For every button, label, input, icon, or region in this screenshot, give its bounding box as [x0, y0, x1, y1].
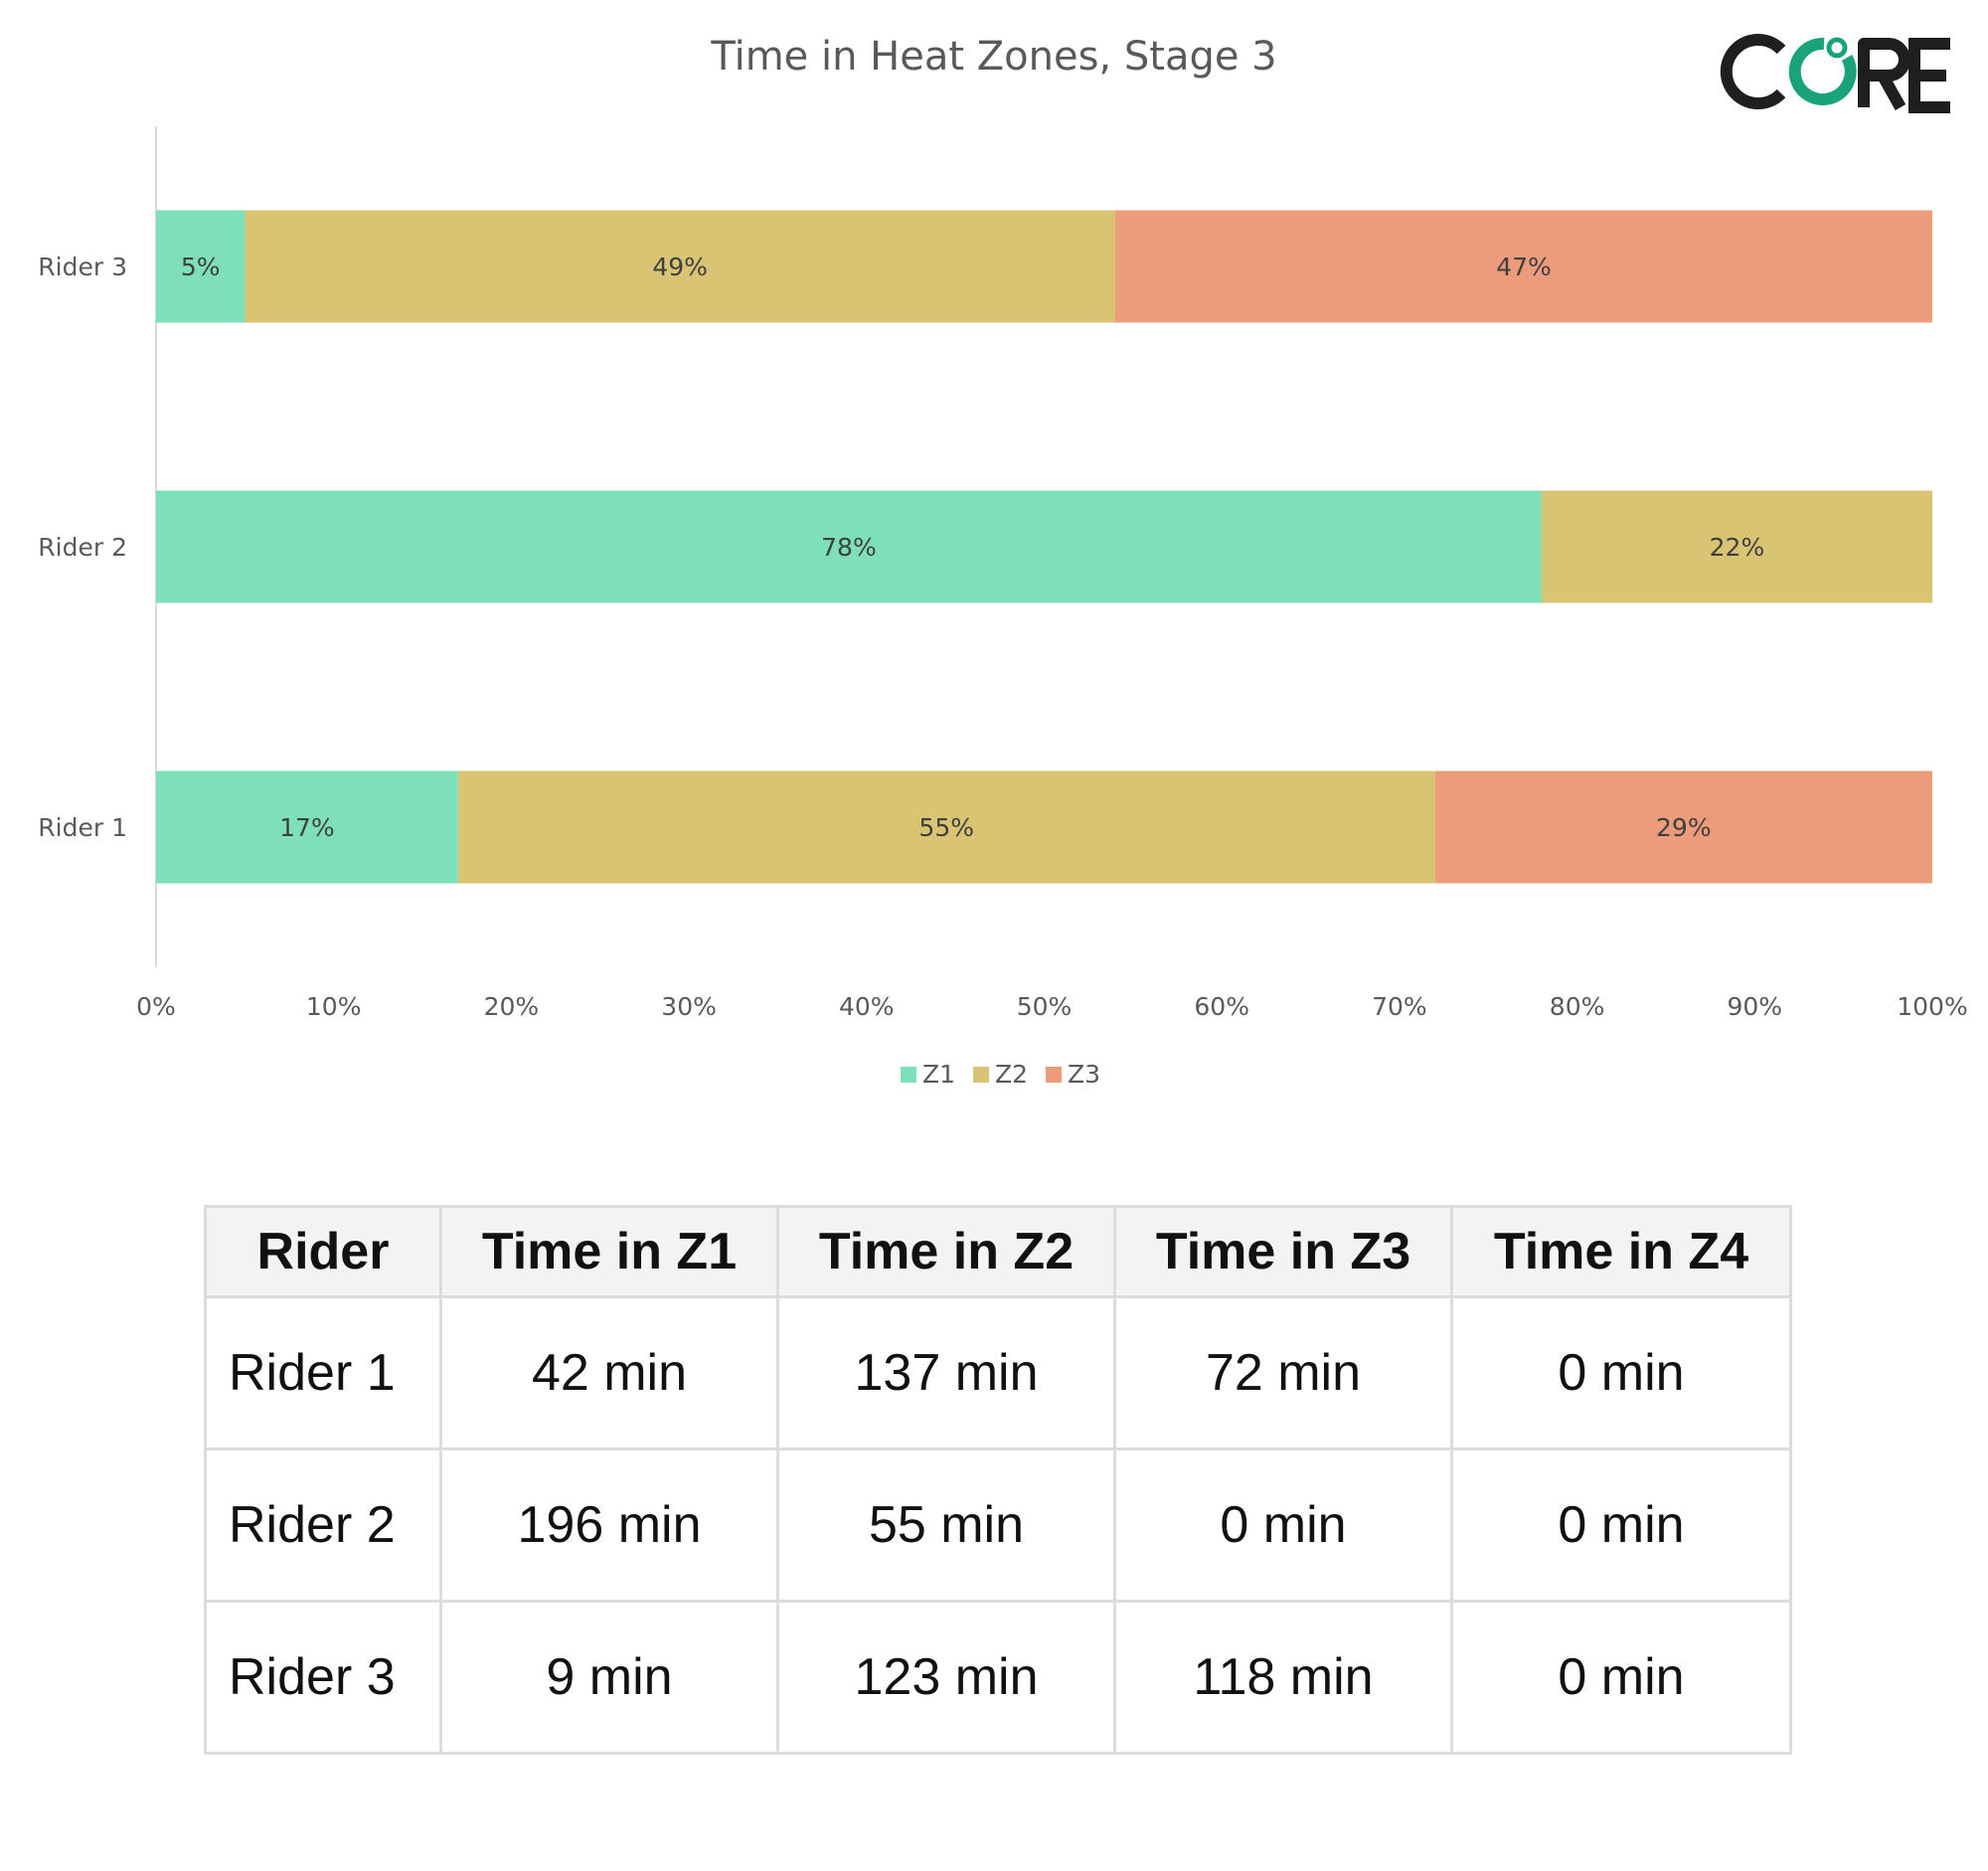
legend-swatch-z2: [973, 1067, 989, 1083]
z4-cell: 0 min: [1450, 1600, 1792, 1755]
table-row: Rider 1 42 min 137 min 72 min 0 min: [204, 1295, 1792, 1450]
x-tick-label: 70%: [1372, 992, 1427, 1021]
data-label: 29%: [1656, 813, 1712, 842]
x-tick-label: 20%: [484, 992, 540, 1021]
stacked-bar-chart: Time in Heat Zones, Stage 3 17% 55% 29% 78%…: [38, 34, 1968, 1089]
bar-segment-z1: [156, 770, 458, 884]
z1-cell: 196 min: [439, 1447, 779, 1603]
category-label: Rider 3: [38, 253, 127, 281]
legend-label: Z1: [922, 1060, 955, 1089]
bars-layer: 17% 55% 29% 78% 22% 5% 49% 47%: [156, 210, 1932, 884]
chart-title: Time in Heat Zones, Stage 3: [710, 34, 1276, 80]
x-tick-label: 0%: [136, 992, 176, 1021]
bar-segment-z1: [156, 490, 1542, 603]
data-label: 47%: [1496, 253, 1552, 281]
rider-name-cell: Rider 2: [204, 1447, 442, 1603]
x-tick-label: 30%: [661, 992, 717, 1021]
z3-cell: 118 min: [1113, 1600, 1453, 1755]
rider-name-cell: Rider 3: [204, 1600, 442, 1755]
bar-segment-z3: [1434, 770, 1932, 884]
x-tick-label: 40%: [839, 992, 895, 1021]
category-label: Rider 1: [38, 813, 127, 842]
legend-label: Z3: [1068, 1060, 1100, 1089]
x-tick-label: 10%: [306, 992, 362, 1021]
z2-cell: 137 min: [776, 1295, 1116, 1450]
bar-segment-z1: [156, 210, 246, 323]
bar-segment-z3: [1114, 210, 1932, 323]
z2-cell: 123 min: [776, 1600, 1116, 1755]
data-label: 17%: [279, 813, 335, 842]
value-axis: 0% 10% 20% 30% 40% 50% 60% 70% 80% 90% 100%: [136, 992, 1968, 1021]
data-label: 49%: [652, 253, 708, 281]
z1-cell: 42 min: [439, 1295, 779, 1450]
time-in-zones-table: Rider Time in Z1 Time in Z2 Time in Z3 T…: [204, 1205, 1792, 1755]
table-row: Rider 2 196 min 55 min 0 min 0 min: [204, 1447, 1792, 1603]
core-logo: [1720, 34, 1950, 113]
z2-cell: 55 min: [776, 1447, 1116, 1603]
bar-segment-z2: [457, 770, 1435, 884]
data-label: 5%: [181, 253, 221, 281]
table-header-row: Rider Time in Z1 Time in Z2 Time in Z3 T…: [204, 1205, 1792, 1298]
x-tick-label: 80%: [1550, 992, 1605, 1021]
legend-swatch-z3: [1046, 1067, 1062, 1083]
header-time-z2: Time in Z2: [776, 1205, 1116, 1298]
x-tick-label: 60%: [1194, 992, 1249, 1021]
z3-cell: 0 min: [1113, 1447, 1453, 1603]
bar-segment-z2: [1541, 490, 1932, 603]
z4-cell: 0 min: [1450, 1447, 1792, 1603]
x-tick-label: 90%: [1728, 992, 1783, 1021]
table-row: Rider 3 9 min 123 min 118 min 0 min: [204, 1600, 1792, 1755]
data-label: 55%: [918, 813, 974, 842]
z1-cell: 9 min: [439, 1600, 779, 1755]
category-axis: Rider 1 Rider 2 Rider 3: [38, 253, 127, 842]
x-tick-label: 100%: [1897, 992, 1967, 1021]
x-tick-label: 50%: [1017, 992, 1073, 1021]
data-label: 78%: [821, 533, 877, 562]
rider-name-cell: Rider 1: [204, 1295, 442, 1450]
header-rider: Rider: [204, 1205, 442, 1298]
header-time-z4: Time in Z4: [1450, 1205, 1792, 1298]
category-label: Rider 2: [38, 533, 127, 562]
legend-swatch-z1: [901, 1067, 916, 1083]
legend: Z1 Z2 Z3: [901, 1060, 1100, 1089]
legend-label: Z2: [995, 1060, 1028, 1089]
header-time-z1: Time in Z1: [439, 1205, 779, 1298]
bar-segment-z2: [245, 210, 1115, 323]
z4-cell: 0 min: [1450, 1295, 1792, 1450]
z3-cell: 72 min: [1113, 1295, 1453, 1450]
header-time-z3: Time in Z3: [1113, 1205, 1453, 1298]
data-label: 22%: [1710, 533, 1765, 562]
